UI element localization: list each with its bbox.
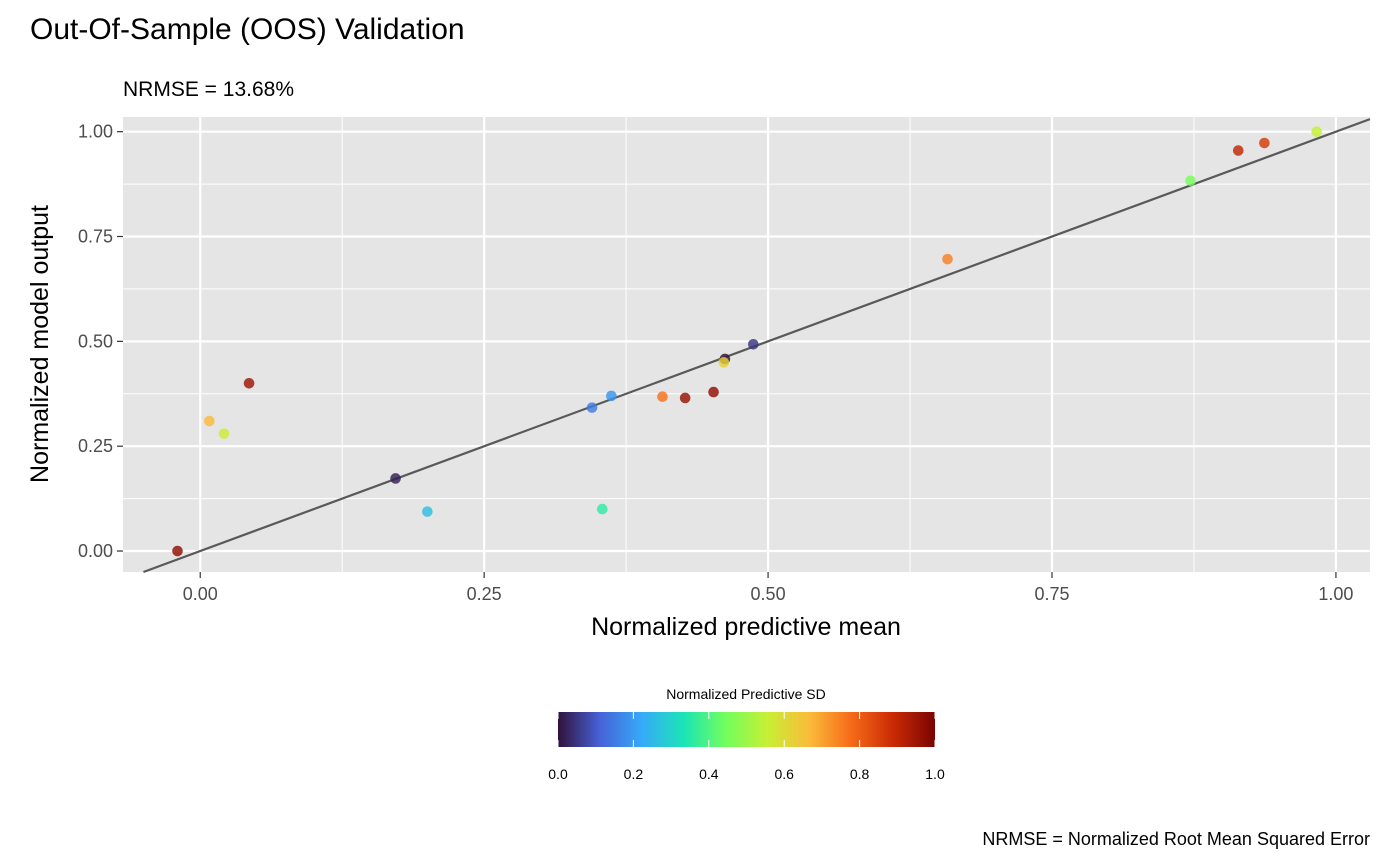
colorbar-tick-label: 1.0	[925, 766, 945, 782]
colorbar-tick-label: 0.0	[548, 766, 568, 782]
data-point	[718, 357, 730, 368]
x-tick-label: 0.50	[751, 584, 786, 604]
data-point	[606, 390, 617, 402]
x-tick-label: 0.75	[1034, 584, 1069, 604]
colorbar-tick-label: 0.6	[774, 766, 794, 782]
data-point	[204, 415, 215, 427]
colorbar-tick-label: 0.2	[624, 766, 644, 782]
data-point	[390, 473, 401, 484]
colorbar-ticks: 0.0 0.2 0.4 0.6 0.8 1.0	[548, 712, 945, 782]
data-point	[942, 253, 953, 265]
data-point	[422, 506, 433, 517]
y-tick-label: 1.00	[78, 122, 113, 142]
data-point	[218, 428, 230, 439]
data-point	[657, 391, 668, 403]
colorbar-tick-label: 0.8	[850, 766, 870, 782]
data-point	[1259, 137, 1270, 149]
plot-panel	[123, 117, 1370, 572]
colorbar	[558, 712, 935, 747]
y-tick-label: 0.75	[78, 227, 113, 247]
data-point	[708, 386, 719, 398]
data-points	[172, 126, 1322, 557]
minor-gridlines	[123, 117, 1370, 572]
x-tick-label: 0.25	[467, 584, 502, 604]
data-point	[1311, 126, 1322, 137]
x-axis-title: Normalized predictive mean	[591, 613, 901, 641]
data-point	[679, 392, 691, 404]
major-gridlines	[123, 117, 1370, 572]
y-tick-label: 0.25	[78, 436, 113, 456]
y-tick-label: 0.50	[78, 331, 113, 351]
data-point	[172, 545, 183, 557]
data-point	[1185, 175, 1196, 187]
chart-subtitle: NRMSE = 13.68%	[123, 78, 294, 101]
legend-title: Normalized Predictive SD	[666, 686, 826, 702]
data-point	[1232, 145, 1244, 156]
data-point	[586, 402, 598, 413]
x-tick-label: 0.00	[183, 584, 218, 604]
data-point	[596, 503, 608, 515]
x-axis-ticks: 0.00 0.25 0.50 0.75 1.00	[183, 572, 1353, 604]
chart-caption: NRMSE = Normalized Root Mean Squared Err…	[982, 829, 1370, 849]
chart-title: Out-Of-Sample (OOS) Validation	[30, 13, 465, 46]
x-tick-label: 1.00	[1318, 584, 1353, 604]
y-tick-label: 0.00	[78, 541, 113, 561]
y-axis-ticks: 0.00 0.25 0.50 0.75 1.00	[78, 122, 123, 561]
data-point	[243, 377, 255, 389]
colorbar-tick-label: 0.4	[699, 766, 719, 782]
data-point	[748, 338, 759, 350]
y-axis-title: Normalized model output	[26, 205, 54, 483]
